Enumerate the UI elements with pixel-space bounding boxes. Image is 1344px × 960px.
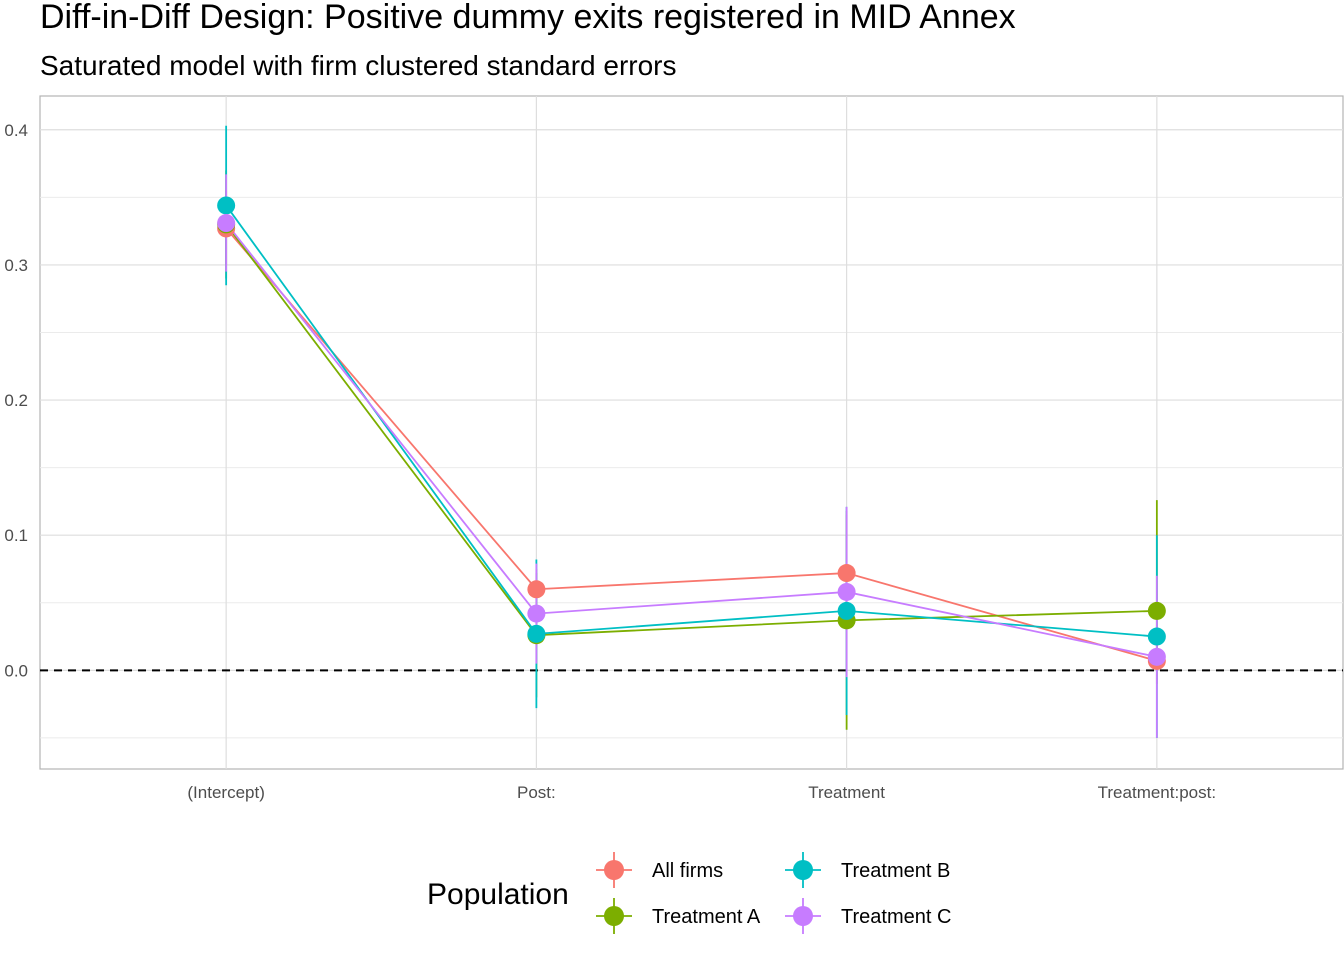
data-point [837,582,856,601]
legend-items: All firms Treatment A Treatment B Treatment… [596,852,951,934]
legend-item: Treatment A [596,898,761,934]
plot-panel [39,95,1344,770]
legend-label: Treatment C [841,906,951,928]
chart-title: Diff-in-Diff Design: Positive dummy exit… [40,0,1016,36]
legend-label: Treatment A [652,906,761,928]
data-point [837,601,856,620]
chart-subtitle: Saturated model with firm clustered stan… [40,50,677,81]
data-point [217,196,236,215]
data-point [527,580,546,599]
data-point [1147,601,1166,620]
legend-title: Population [427,878,569,911]
legend: Population All firms Treatment A Treatment… [427,852,951,934]
series-layer [217,125,1166,738]
data-point [527,624,546,643]
legend-label: Treatment B [841,860,950,882]
points-treatment-b [217,196,1166,646]
data-point [527,604,546,623]
series-treatment-c [225,222,1158,658]
x-tick-label: (Intercept) [187,783,264,802]
data-point [1147,627,1166,646]
legend-key-point [793,860,813,880]
panel-border [39,95,1344,770]
y-tick-label: 0.4 [4,121,28,140]
y-tick-label: 0.1 [4,526,28,545]
y-tick-label: 0.3 [4,256,28,275]
y-tick-label: 0.0 [4,661,28,680]
series-line [225,222,1158,658]
series-line [225,227,1158,662]
series-all-firms [225,227,1158,662]
legend-label: All firms [652,860,723,882]
legend-item: All firms [596,852,723,888]
data-point [1147,647,1166,666]
data-point [837,564,856,583]
legend-key-point [604,906,624,926]
x-tick-labels: (Intercept) Post: Treatment Treatment:post: [187,783,1216,802]
x-tick-label: Treatment [808,783,885,802]
series-treatment-a [225,223,1157,637]
legend-item: Treatment C [785,898,951,934]
legend-key-point [793,906,813,926]
points-treatment-c [217,214,1166,666]
series-line [225,223,1157,637]
x-tick-label: Treatment:post: [1098,783,1216,802]
data-point [217,214,236,233]
x-tick-label: Post: [517,783,556,802]
y-tick-labels: 0.0 0.1 0.2 0.3 0.4 [4,121,28,681]
legend-item: Treatment B [785,852,950,888]
y-tick-label: 0.2 [4,391,28,410]
legend-key-point [604,860,624,880]
